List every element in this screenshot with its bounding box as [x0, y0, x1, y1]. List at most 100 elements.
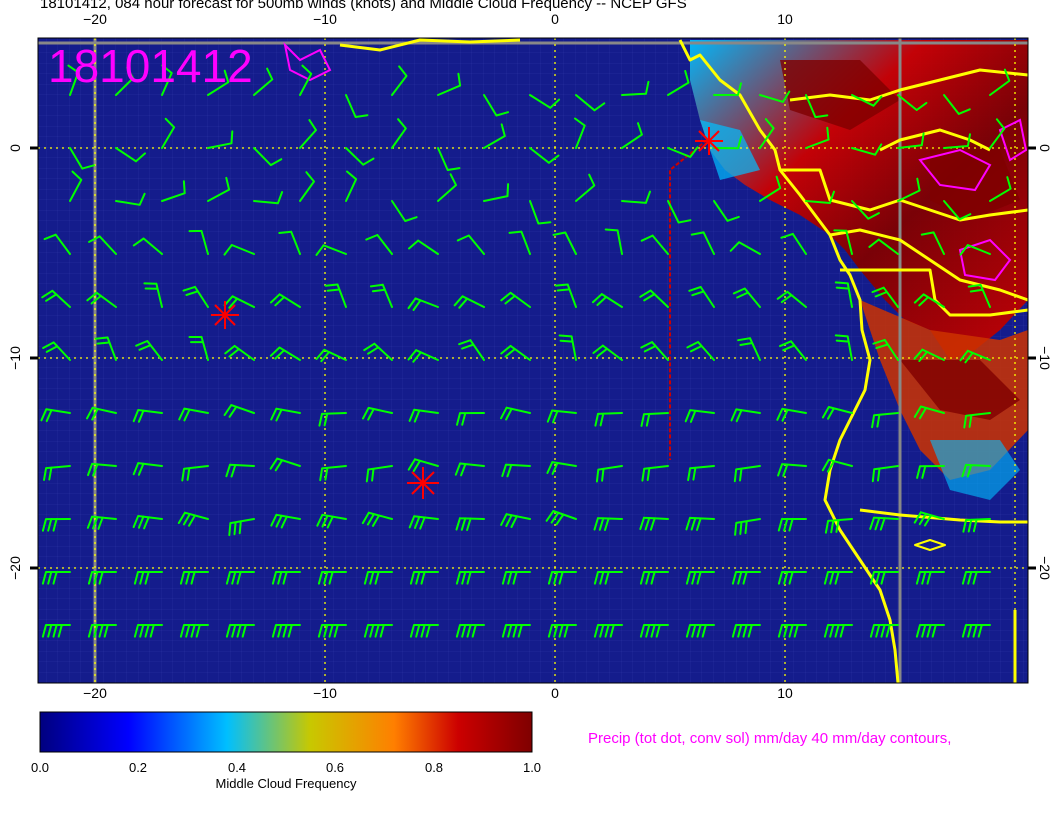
wind-barb-icon — [69, 147, 95, 170]
wind-barb-icon — [604, 228, 623, 255]
y-tick-label: 0 — [1037, 144, 1053, 152]
wind-barb-icon — [961, 463, 991, 478]
wind-barb-icon — [278, 230, 301, 255]
wind-barb-icon — [731, 624, 761, 638]
wind-barb-icon — [574, 117, 586, 149]
wind-barb-icon — [545, 510, 577, 526]
x-tick-label: 0 — [551, 685, 559, 700]
wind-barb-icon — [179, 571, 209, 585]
wind-barb-icon — [365, 465, 393, 483]
wind-barb-icon — [455, 571, 485, 585]
wind-barb-icon — [161, 64, 173, 96]
wind-barb-icon — [135, 340, 163, 361]
wind-barb-icon — [730, 408, 761, 423]
wind-barb-icon — [365, 234, 393, 255]
colorbar-label: 0.2 — [128, 760, 148, 775]
wind-barb-icon — [961, 624, 991, 638]
wind-barb-icon — [639, 289, 669, 308]
wind-barb-icon — [686, 341, 715, 361]
y-tick-label: −10 — [7, 346, 23, 370]
wind-barb-icon — [161, 117, 176, 149]
wind-barb-icon — [776, 407, 807, 422]
wind-barb-icon — [575, 94, 606, 112]
wind-barb-icon — [913, 293, 945, 308]
wind-barb-icon — [869, 624, 899, 638]
wind-barb-icon — [270, 407, 301, 422]
wind-barb-icon — [408, 239, 439, 255]
wind-barb-icon — [269, 293, 301, 308]
wind-barb-icon — [132, 462, 163, 476]
wind-barb-icon — [805, 126, 830, 149]
wind-barb-icon — [729, 241, 761, 255]
wind-barb-icon — [667, 200, 692, 224]
wind-barb-icon — [805, 190, 835, 204]
wind-barb-icon — [86, 406, 117, 421]
wind-barb-icon — [41, 571, 71, 585]
x-tick-label: −10 — [313, 11, 337, 27]
wind-barb-icon — [759, 175, 782, 202]
wind-barb-icon — [361, 511, 393, 527]
y-tick-label: −20 — [1037, 556, 1053, 580]
wind-barb-icon — [547, 571, 577, 585]
wind-barb-icon — [253, 147, 283, 167]
wind-barb-icon — [318, 412, 347, 427]
wind-barb-icon — [299, 64, 313, 96]
wind-barb-icon — [456, 234, 485, 255]
wind-barb-icon — [456, 412, 485, 426]
wind-barb-icon — [225, 571, 255, 585]
wind-barb-icon — [270, 513, 301, 529]
wind-barb-icon — [508, 230, 531, 255]
wind-barb-icon — [42, 341, 71, 361]
wind-barb-icon — [593, 517, 623, 531]
wind-barb-icon — [897, 177, 921, 202]
colorbar-label: 0.0 — [30, 760, 50, 775]
precip-legend-note: Precip (tot dot, conv sol) mm/day 40 mm/… — [588, 730, 952, 747]
wind-barb-icon — [871, 465, 899, 483]
wind-barb-icon — [529, 147, 560, 164]
wind-barb-icon — [733, 465, 761, 483]
wind-barb-icon — [316, 513, 347, 529]
wind-barb-icon — [989, 118, 1006, 149]
wind-barb-icon — [640, 234, 669, 255]
wind-barb-icon — [161, 180, 186, 202]
wind-barb-icon — [552, 231, 577, 255]
wind-barb-icon — [317, 624, 347, 638]
wind-barb-icon — [690, 231, 715, 255]
wind-barb-icon — [362, 406, 393, 421]
wind-barb-icon — [641, 465, 669, 482]
wind-barb-icon — [253, 191, 284, 205]
wind-barb-icon — [851, 94, 883, 107]
wind-barb-icon — [319, 465, 347, 482]
wind-barb-icon — [458, 339, 485, 361]
wind-barb-icon — [43, 233, 71, 255]
wind-barb-icon — [833, 229, 853, 255]
wind-barb-icon — [87, 624, 117, 638]
wind-barb-icon — [959, 244, 991, 256]
colorbar-label: 0.8 — [424, 760, 444, 775]
wind-barb-icon — [483, 183, 510, 202]
wind-barb-icon — [667, 70, 690, 96]
colorbar-label: 0.4 — [227, 760, 247, 775]
wind-barb-icon — [455, 517, 485, 531]
wind-barb-icon — [640, 412, 669, 427]
forecast-map: 18101412 −20 −10 0 10 −20 −10 0 10 0 −10… — [7, 11, 1053, 700]
wind-barb-icon — [87, 571, 117, 585]
coarse-grid — [38, 38, 1028, 683]
wind-barb-icon — [115, 192, 146, 206]
wind-barb-icon — [834, 281, 853, 308]
wind-barb-icon — [713, 135, 743, 150]
wind-barb-icon — [529, 94, 561, 109]
wind-barb-icon — [639, 624, 669, 638]
y-tick-label: −10 — [1037, 346, 1053, 370]
wind-barb-icon — [179, 624, 209, 638]
wind-barb-icon — [363, 342, 393, 361]
wind-barb-icon — [989, 176, 1012, 202]
wind-barb-icon — [453, 295, 485, 309]
wind-barb-icon — [223, 404, 255, 418]
wind-barb-icon — [713, 82, 742, 96]
wind-barb-icon — [94, 336, 117, 361]
wind-barb-icon — [69, 170, 83, 202]
colorbar-label: 0.6 — [325, 760, 345, 775]
wind-barb-icon — [547, 624, 577, 638]
wind-barb-icon — [207, 176, 231, 202]
